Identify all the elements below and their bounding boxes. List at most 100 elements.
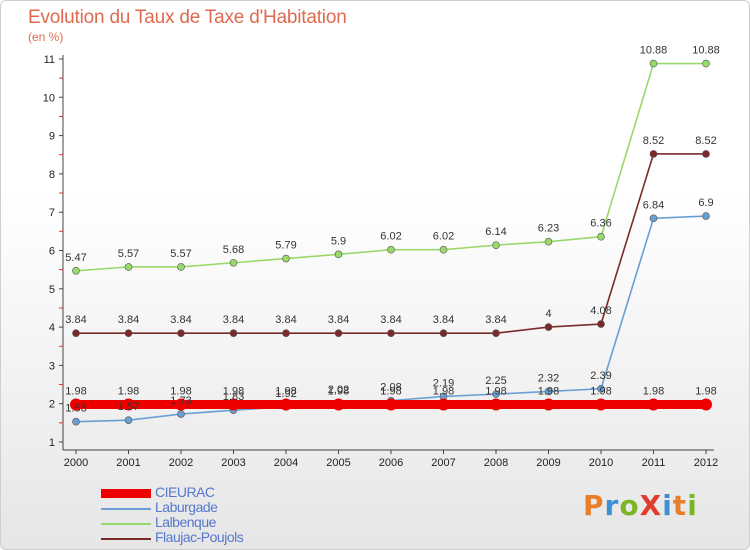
data-point [332, 398, 345, 411]
data-point [647, 398, 660, 411]
x-tick-label: 2009 [536, 457, 560, 469]
data-point [544, 323, 553, 331]
data-point [227, 398, 240, 411]
data-point [72, 266, 80, 275]
legend-swatch [101, 489, 151, 498]
data-point [702, 150, 710, 158]
x-tick-label: 2011 [642, 457, 666, 469]
data-labels-layer: 1.53 1.57 1.73 1.83 1.92 2.02 2.08 2.19 2.25 2.32… [65, 45, 719, 415]
data-point [175, 398, 187, 411]
y-tick-label: 11 [44, 54, 55, 66]
data-label: 5.9 [331, 235, 346, 247]
chart-axes: 1 2 3 4 5 6 7 8 9 10 11 2000 2001 2002 2003 2004 2005 200… [43, 54, 718, 469]
data-label: 1.98 [118, 385, 139, 397]
data-point [334, 250, 343, 259]
data-label: 10.88 [640, 45, 668, 57]
data-point [124, 263, 133, 271]
data-label: 1.92 [275, 388, 296, 400]
data-label: 3.84 [328, 314, 349, 326]
data-label: 2.08 [380, 382, 401, 394]
data-point [544, 387, 553, 396]
data-point [597, 232, 605, 241]
y-tick-label: 10 [43, 92, 55, 104]
data-point [122, 398, 135, 411]
data-point [229, 258, 238, 267]
x-tick-label: 2008 [484, 457, 508, 469]
data-point [124, 416, 133, 424]
data-point [492, 241, 500, 249]
legend-swatch [101, 538, 151, 540]
legend-swatch [101, 523, 151, 525]
data-label: 1.83 [223, 391, 244, 403]
data-label: 8.52 [695, 135, 716, 147]
data-label: 6.02 [380, 231, 401, 243]
legend-label: Laburgade [155, 499, 218, 515]
data-label: 1.98 [643, 385, 664, 397]
data-label: 6.36 [590, 218, 611, 230]
data-label: 6.02 [433, 231, 454, 243]
data-point [439, 329, 448, 338]
data-label: 1.98 [695, 385, 716, 397]
data-point [700, 398, 712, 411]
data-point [649, 150, 658, 158]
y-tick-label: 2 [49, 399, 55, 411]
data-label: 1.98 [590, 385, 611, 397]
y-tick-label: 6 [49, 246, 55, 258]
x-tick-label: 2010 [589, 457, 613, 469]
data-label: 1.98 [538, 385, 559, 397]
data-point [229, 329, 238, 338]
x-tick-label: 2001 [116, 457, 140, 469]
data-label: 1.98 [170, 385, 191, 397]
data-point [649, 214, 658, 223]
data-label: 8.52 [643, 135, 664, 147]
data-label: 3.84 [485, 314, 506, 326]
data-point [492, 329, 500, 338]
legend-label: Flaujac-Poujols [155, 529, 244, 545]
data-point [282, 254, 290, 263]
data-label: 6.14 [485, 226, 506, 238]
data-point [72, 417, 80, 426]
data-point [334, 329, 343, 338]
data-point [72, 329, 80, 338]
x-tick-label: 2006 [379, 457, 403, 469]
data-label: 5.57 [170, 248, 191, 260]
data-point [492, 390, 500, 398]
data-point [387, 245, 395, 254]
data-label: 5.57 [118, 248, 139, 260]
x-tick-label: 2002 [169, 457, 193, 469]
y-tick-label: 3 [49, 360, 55, 372]
data-label: 1.98 [433, 385, 454, 397]
data-point [124, 329, 133, 338]
data-point [282, 329, 290, 338]
data-label: 1.53 [65, 403, 86, 415]
data-point [595, 398, 607, 411]
x-tick-label: 2004 [274, 457, 298, 469]
chart-title: Evolution du Taux de Taxe d'Habitation [28, 7, 347, 28]
data-label: 6.84 [643, 199, 664, 211]
data-label: 4 [545, 308, 551, 320]
data-point [280, 398, 292, 411]
x-tick-label: 2012 [694, 457, 718, 469]
data-label: 3.84 [65, 314, 86, 326]
data-label: 3.84 [118, 314, 139, 326]
data-label: 6.23 [538, 223, 559, 235]
data-label: 3.84 [275, 314, 296, 326]
data-label: 3.84 [433, 314, 454, 326]
data-point [177, 329, 185, 338]
data-label: 2.32 [538, 372, 559, 384]
data-point [439, 245, 448, 254]
data-point [649, 59, 658, 68]
data-point [597, 320, 605, 328]
data-point [70, 398, 82, 411]
data-label: 2.25 [485, 375, 506, 387]
y-tick-label: 9 [49, 131, 55, 143]
data-label: 1.98 [65, 385, 86, 397]
data-label: 1.98 [328, 385, 349, 397]
data-label: 3.84 [170, 314, 191, 326]
data-label: 3.84 [223, 314, 244, 326]
data-point [177, 410, 185, 418]
y-tick-label: 5 [49, 284, 55, 296]
data-label: 1.98 [223, 385, 244, 397]
